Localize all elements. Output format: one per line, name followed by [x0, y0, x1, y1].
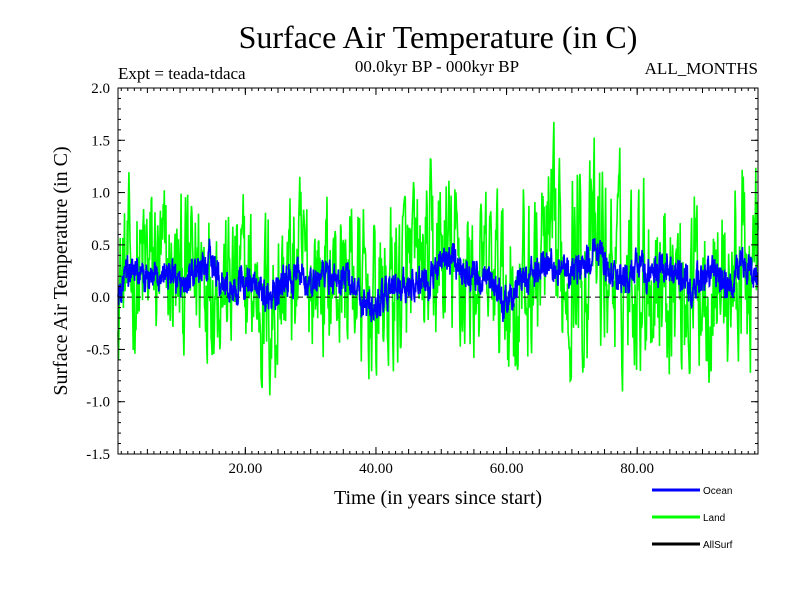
y-tick-label: 0.0 [91, 290, 110, 306]
y-tick-label: 2.0 [91, 81, 110, 97]
y-tick-label: 0.5 [91, 238, 110, 254]
y-tick-label: -1.5 [86, 447, 110, 463]
chart-title: Surface Air Temperature (in C) [239, 19, 638, 55]
plot-area: -1.5 -1.0 -0.5 0.0 0.5 1.0 1.5 2.0 20.00 40.00 60.… [86, 81, 759, 477]
y-tick-label: 1.0 [91, 186, 110, 202]
y-axis-label: Surface Air Temperature (in C) [50, 146, 72, 395]
period-label: 00.0kyr BP - 000kyr BP [355, 57, 519, 76]
x-tick-label: 20.00 [228, 461, 262, 477]
y-tick-label: -0.5 [86, 342, 110, 358]
months-label: ALL_MONTHS [645, 59, 758, 78]
x-axis-label: Time (in years since start) [334, 487, 542, 509]
experiment-label: Expt = teada-tdaca [118, 64, 246, 83]
legend: Ocean Land AllSurf [652, 486, 733, 551]
y-tick-label: 1.5 [91, 133, 110, 149]
legend-label-allsurf: AllSurf [703, 540, 733, 551]
legend-label-ocean: Ocean [703, 486, 732, 497]
series-ocean-line [117, 238, 759, 323]
plot-frame [117, 87, 759, 455]
x-tick-label: 60.00 [490, 461, 524, 477]
legend-label-land: Land [703, 513, 725, 524]
x-tick-label: 40.00 [359, 461, 393, 477]
x-tick-label: 80.00 [620, 461, 654, 477]
series-land-line [117, 121, 759, 396]
y-tick-label: -1.0 [86, 395, 110, 411]
